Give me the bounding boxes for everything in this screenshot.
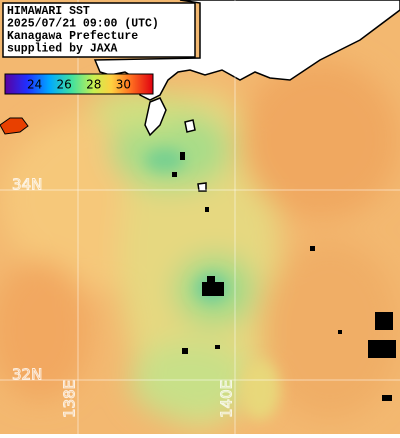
lat-label: 34N: [12, 176, 42, 194]
header-background: [2, 2, 196, 58]
colorbar-label: 26: [57, 78, 72, 92]
header-line: Kanagawa Prefecture: [7, 30, 138, 43]
colorbar-label: 24: [27, 78, 42, 92]
cloud-mask: [172, 152, 396, 401]
header-line: HIMAWARI SST: [7, 5, 90, 18]
header-line: 2025/07/21 09:00 (UTC): [7, 18, 159, 31]
header-line: supplied by JAXA: [7, 43, 118, 56]
land: [93, 0, 400, 192]
lon-label: 138E: [61, 380, 79, 418]
colorbar: 24 26 28 30: [4, 73, 154, 95]
land-red: [0, 117, 29, 135]
lon-label: 140E: [218, 380, 236, 418]
colorbar-label: 28: [86, 78, 101, 92]
lat-label: 32N: [12, 366, 42, 384]
colorbar-label: 30: [116, 78, 131, 92]
colorbar-ramp: [4, 73, 154, 95]
